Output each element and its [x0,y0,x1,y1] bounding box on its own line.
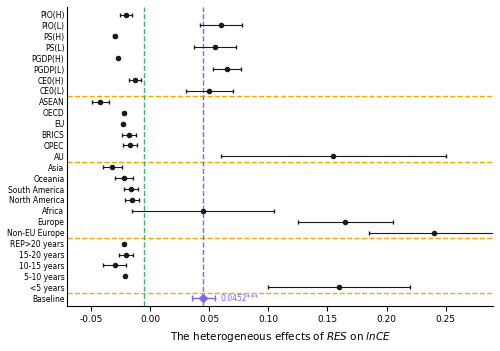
Text: 0.0452***: 0.0452*** [220,294,258,303]
X-axis label: The heterogeneous effects of $\it{RES}$ on $\it{lnCE}$: The heterogeneous effects of $\it{RES}$ … [170,330,390,344]
